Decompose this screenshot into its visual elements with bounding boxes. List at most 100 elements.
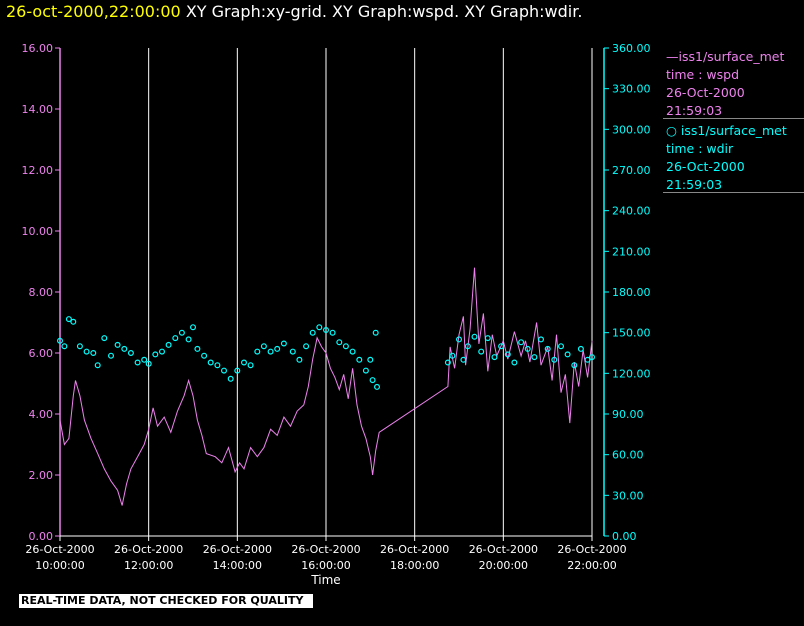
- data-point-wdir: [152, 351, 159, 358]
- data-point-wdir: [374, 383, 381, 390]
- data-point-wdir: [234, 367, 241, 374]
- data-point-wdir: [94, 362, 101, 369]
- data-point-wdir: [165, 341, 172, 348]
- data-point-wdir: [356, 356, 363, 363]
- data-point-wdir: [101, 335, 108, 342]
- data-point-wdir: [349, 348, 356, 355]
- legend-series-name: iss1/surface_met: [680, 123, 787, 138]
- right-axis-tick-label: 240.00: [612, 205, 651, 218]
- x-tick-label-time: 14:00:00: [213, 559, 262, 572]
- data-point-wdir: [194, 345, 201, 352]
- data-point-wdir: [511, 359, 518, 366]
- header-title: XY Graph:xy-grid. XY Graph:wspd. XY Grap…: [185, 2, 583, 21]
- data-point-wdir: [362, 367, 369, 374]
- x-tick-label-date: 26-Oct-2000: [380, 543, 449, 556]
- data-point-wdir: [70, 318, 77, 325]
- data-point-wdir: [537, 336, 544, 343]
- data-point-wdir: [221, 367, 228, 374]
- data-point-wdir: [83, 348, 90, 355]
- data-point-wdir: [76, 343, 83, 350]
- x-tick-label-time: 18:00:00: [390, 559, 439, 572]
- data-point-wdir: [289, 348, 296, 355]
- data-point-wdir: [323, 327, 330, 334]
- data-point-wdir: [56, 337, 63, 344]
- data-point-wdir: [296, 356, 303, 363]
- data-point-wdir: [498, 343, 505, 350]
- data-point-wdir: [449, 352, 456, 359]
- left-axis-tick-label: 10.00: [22, 225, 54, 238]
- left-axis-tick-label: 16.00: [22, 42, 54, 55]
- data-point-wdir: [207, 359, 214, 366]
- right-axis-tick-label: 360.00: [612, 42, 651, 55]
- data-point-wdir: [544, 345, 551, 352]
- left-axis-tick-label: 2.00: [29, 469, 54, 482]
- left-axis-tick-label: 0.00: [29, 530, 54, 543]
- data-point-wdir: [464, 343, 471, 350]
- data-point-wdir: [267, 348, 274, 355]
- x-tick-label-date: 26-Oct-2000: [557, 543, 626, 556]
- x-tick-label-date: 26-Oct-2000: [25, 543, 94, 556]
- x-tick-label-date: 26-Oct-2000: [469, 543, 538, 556]
- x-tick-label-time: 12:00:00: [124, 559, 173, 572]
- left-axis-tick-label: 4.00: [29, 408, 54, 421]
- data-point-wdir: [134, 359, 141, 366]
- legend-time: 21:59:03: [666, 103, 723, 118]
- chart-header: 26-oct-2000,22:00:00 XY Graph:xy-grid. X…: [6, 2, 582, 21]
- right-axis-tick-label: 300.00: [612, 123, 651, 136]
- data-point-wdir: [107, 352, 114, 359]
- data-point-wdir: [141, 356, 148, 363]
- data-point-wdir: [336, 339, 343, 346]
- data-point-wdir: [65, 316, 72, 323]
- data-point-wdir: [214, 362, 221, 369]
- legend-variable: time : wdir: [666, 141, 734, 156]
- left-axis-tick-label: 6.00: [29, 347, 54, 360]
- data-point-wdir: [460, 356, 467, 363]
- data-point-wdir: [280, 340, 287, 347]
- legend-divider: [663, 192, 804, 193]
- data-point-wdir: [518, 339, 525, 346]
- right-axis-tick-label: 330.00: [612, 83, 651, 96]
- data-point-wdir: [588, 354, 595, 361]
- legend-divider: [663, 118, 804, 119]
- x-tick-label-time: 20:00:00: [479, 559, 528, 572]
- x-tick-label-date: 26-Oct-2000: [203, 543, 272, 556]
- quality-disclaimer: REAL-TIME DATA, NOT CHECKED FOR QUALITY: [19, 594, 313, 608]
- x-axis-label: Time: [310, 573, 340, 587]
- data-point-wdir: [260, 343, 267, 350]
- legend-variable: time : wspd: [666, 67, 740, 82]
- data-point-wdir: [90, 350, 97, 357]
- data-point-wdir: [145, 360, 152, 367]
- right-axis-tick-label: 210.00: [612, 245, 651, 258]
- legend-line-swatch: —: [666, 49, 679, 64]
- data-point-wdir: [577, 345, 584, 352]
- data-point-wdir: [491, 354, 498, 361]
- x-tick-label-date: 26-Oct-2000: [114, 543, 183, 556]
- right-axis-tick-label: 150.00: [612, 327, 651, 340]
- data-point-wdir: [303, 343, 310, 350]
- data-point-wdir: [524, 345, 531, 352]
- right-axis-tick-label: 120.00: [612, 367, 651, 380]
- legend-wdir: ○ iss1/surface_met time : wdir 26-Oct-20…: [666, 122, 787, 194]
- data-point-wdir: [369, 377, 376, 384]
- data-point-wdir: [372, 329, 379, 336]
- right-axis-tick-label: 0.00: [612, 530, 637, 543]
- data-point-wdir: [367, 356, 374, 363]
- data-point-wdir: [241, 359, 248, 366]
- left-axis-tick-label: 14.00: [22, 103, 54, 116]
- data-point-wdir: [531, 354, 538, 361]
- data-point-wdir: [185, 336, 192, 343]
- x-tick-label-time: 16:00:00: [301, 559, 350, 572]
- data-point-wdir: [247, 362, 254, 369]
- data-point-wdir: [227, 375, 234, 382]
- data-point-wdir: [201, 352, 208, 359]
- x-tick-label-date: 26-Oct-2000: [291, 543, 360, 556]
- data-point-wdir: [551, 356, 558, 363]
- x-tick-label-time: 10:00:00: [35, 559, 84, 572]
- data-point-wdir: [484, 335, 491, 342]
- series-line-wspd: [59, 267, 593, 506]
- data-point-wdir: [61, 343, 68, 350]
- data-point-wdir: [571, 362, 578, 369]
- left-axis-tick-label: 8.00: [29, 286, 54, 299]
- data-point-wdir: [178, 329, 185, 336]
